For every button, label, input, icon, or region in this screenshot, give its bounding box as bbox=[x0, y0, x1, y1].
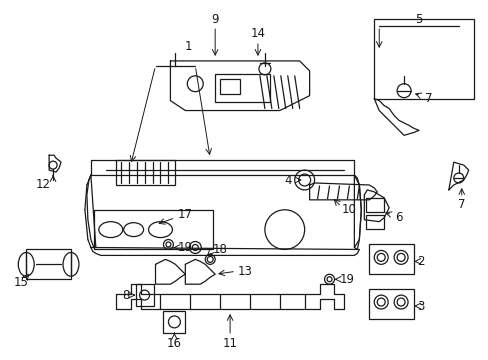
Bar bbox=[135, 284, 153, 306]
Bar bbox=[26, 249, 71, 279]
Text: 11: 11 bbox=[222, 337, 237, 350]
Bar bbox=[215, 74, 269, 102]
Text: 9: 9 bbox=[211, 13, 219, 26]
Text: 1: 1 bbox=[184, 40, 192, 53]
Bar bbox=[163, 311, 185, 333]
Bar bbox=[94, 210, 213, 249]
Text: 17: 17 bbox=[178, 208, 192, 221]
Text: 7: 7 bbox=[425, 92, 432, 105]
Text: 7: 7 bbox=[457, 198, 465, 211]
Text: 14: 14 bbox=[250, 27, 265, 40]
Text: 5: 5 bbox=[414, 13, 422, 26]
Bar bbox=[220, 79, 240, 94]
Text: 19: 19 bbox=[339, 273, 354, 286]
Text: 19: 19 bbox=[178, 241, 192, 254]
Bar bbox=[368, 289, 413, 319]
Text: 12: 12 bbox=[36, 179, 51, 192]
Text: 2: 2 bbox=[416, 255, 424, 268]
Bar bbox=[366, 215, 384, 229]
Text: 10: 10 bbox=[341, 203, 356, 216]
Text: 3: 3 bbox=[416, 300, 424, 312]
Text: 8: 8 bbox=[122, 289, 129, 302]
Text: 4: 4 bbox=[284, 174, 291, 186]
Text: 13: 13 bbox=[237, 265, 252, 278]
Text: 6: 6 bbox=[395, 211, 402, 224]
Bar bbox=[366, 198, 384, 212]
Text: 18: 18 bbox=[212, 243, 227, 256]
Bar bbox=[116, 160, 175, 185]
Text: 16: 16 bbox=[166, 337, 182, 350]
Text: 15: 15 bbox=[14, 276, 29, 289]
Bar bbox=[368, 244, 413, 274]
Bar bbox=[373, 19, 473, 99]
